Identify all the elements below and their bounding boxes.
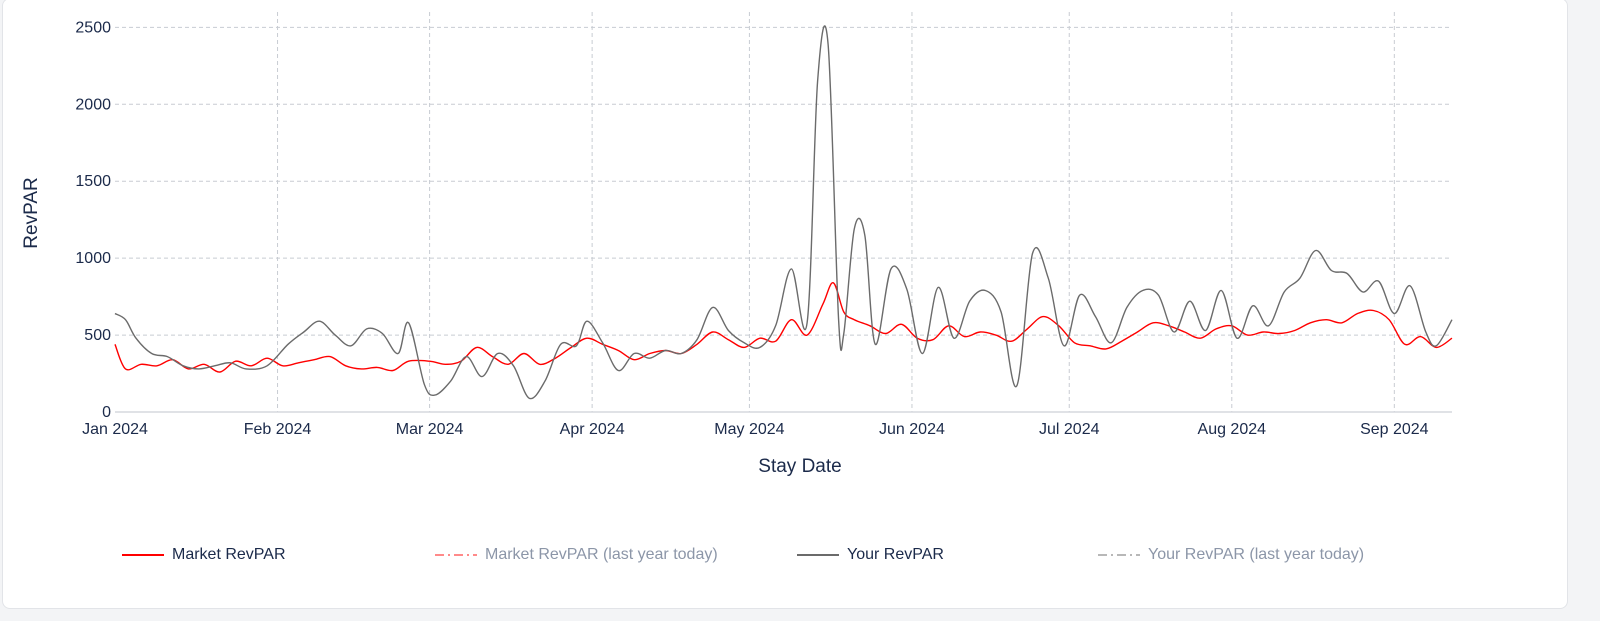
legend-item-1[interactable]: Market RevPAR (last year today) <box>435 538 718 572</box>
y-tick-label: 0 <box>102 404 111 421</box>
chart-card <box>2 0 1568 609</box>
y-tick-label: 500 <box>84 327 111 344</box>
grid-lines <box>115 12 1450 412</box>
legend-swatch <box>122 554 164 556</box>
legend-label: Market RevPAR <box>172 546 286 563</box>
y-tick-label: 1500 <box>75 173 111 190</box>
legend-swatch <box>797 554 839 556</box>
x-tick-label: Sep 2024 <box>1360 421 1429 438</box>
x-tick-labels: Jan 2024 Feb 2024 Mar 2024 Apr 2024 May 2024… <box>82 421 1429 438</box>
chart-legend: Market RevPAR Market RevPAR (last year to… <box>0 538 1600 572</box>
x-tick-label: Mar 2024 <box>396 421 464 438</box>
series-lines <box>114 25 1453 400</box>
legend-swatch <box>1098 554 1140 556</box>
legend-item-3[interactable]: Your RevPAR (last year today) <box>1098 538 1364 572</box>
y-tick-label: 1000 <box>75 250 111 267</box>
x-tick-label: Jul 2024 <box>1039 421 1100 438</box>
x-tick-label: May 2024 <box>714 421 784 438</box>
series-line-2 <box>114 25 1453 400</box>
x-tick-label: Feb 2024 <box>244 421 312 438</box>
series-line-0 <box>114 282 1453 373</box>
x-tick-label: Jun 2024 <box>879 421 945 438</box>
x-axis-title: Stay Date <box>758 456 841 477</box>
legend-item-0[interactable]: Market RevPAR <box>122 538 286 572</box>
legend-label: Your RevPAR <box>847 546 944 563</box>
y-tick-label: 2500 <box>75 19 111 36</box>
legend-item-2[interactable]: Your RevPAR <box>797 538 944 572</box>
y-tick-labels: 0 500 1000 1500 2000 2500 <box>75 19 111 421</box>
x-tick-label: Jan 2024 <box>82 421 148 438</box>
x-tick-label: Apr 2024 <box>560 421 625 438</box>
y-axis-title: RevPAR <box>21 177 42 248</box>
legend-label: Market RevPAR (last year today) <box>485 546 718 563</box>
x-tick-label: Aug 2024 <box>1198 421 1267 438</box>
legend-label: Your RevPAR (last year today) <box>1148 546 1365 563</box>
y-tick-label: 2000 <box>75 96 111 113</box>
legend-swatch <box>435 554 477 556</box>
